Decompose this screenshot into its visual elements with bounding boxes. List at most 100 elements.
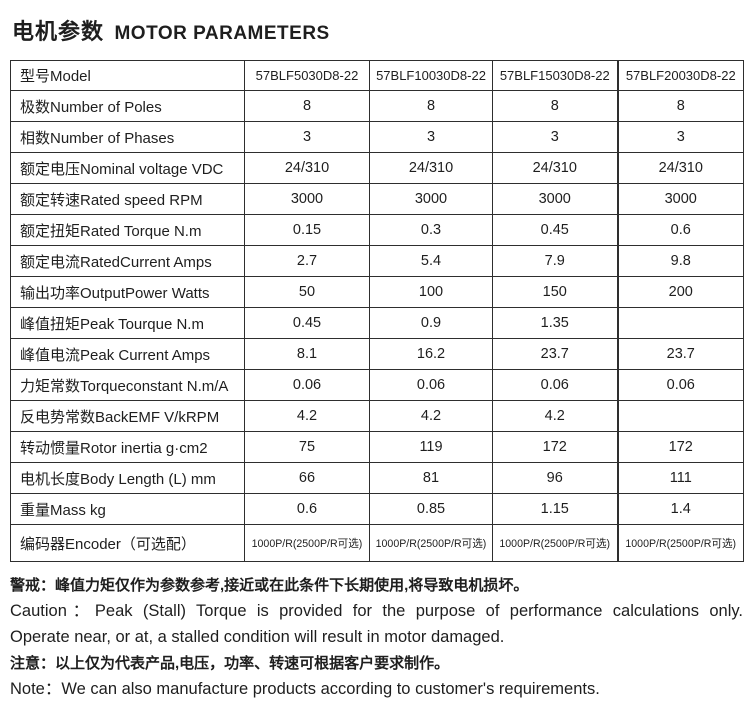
param-value: 57BLF5030D8-22 <box>244 60 370 91</box>
param-value: 1000P/R(2500P/R可选) <box>492 524 618 562</box>
param-value: 8.1 <box>244 338 370 370</box>
param-value: 8 <box>244 90 370 122</box>
param-value: 0.15 <box>244 214 370 246</box>
param-value: 200 <box>616 276 744 308</box>
param-value: 0.45 <box>492 214 618 246</box>
param-value: 3 <box>244 121 370 153</box>
param-value: 66 <box>244 462 370 494</box>
param-value: 3000 <box>369 183 493 215</box>
table-row-back-emf: 反电势常数BackEMF V/kRPM 4.2 4.2 4.2 <box>10 400 744 432</box>
param-value: 0.06 <box>369 369 493 401</box>
param-label: 电机长度Body Length (L) mm <box>10 462 245 494</box>
param-value: 111 <box>616 462 744 494</box>
param-value: 3 <box>369 121 493 153</box>
param-label: 极数Number of Poles <box>10 90 245 122</box>
param-value: 96 <box>492 462 618 494</box>
param-value: 24/310 <box>244 152 370 184</box>
param-value: 81 <box>369 462 493 494</box>
param-value: 0.3 <box>369 214 493 246</box>
table-row-body-length: 电机长度Body Length (L) mm 66 81 96 111 <box>10 462 744 494</box>
param-label: 相数Number of Phases <box>10 121 245 153</box>
param-value: 3000 <box>492 183 618 215</box>
param-value: 0.6 <box>616 214 744 246</box>
param-value: 5.4 <box>369 245 493 277</box>
note-text-english: Note：We can also manufacture products ac… <box>10 680 600 698</box>
caution-text-line1: Caution：Peak (Stall) Torque is provided … <box>10 602 743 620</box>
param-value: 1.4 <box>616 493 744 525</box>
table-row-output-power: 输出功率OutputPower Watts 50 100 150 200 <box>10 276 744 308</box>
param-value: 50 <box>244 276 370 308</box>
param-value: 3 <box>492 121 618 153</box>
param-value <box>616 307 744 339</box>
param-label: 峰值扭矩Peak Tourque N.m <box>10 307 245 339</box>
param-value: 0.85 <box>369 493 493 525</box>
table-row-rotor-inertia: 转动惯量Rotor inertia g·cm2 75 119 172 172 <box>10 431 744 463</box>
param-value <box>616 400 744 432</box>
table-row-encoder: 编码器Encoder（可选配） 1000P/R(2500P/R可选) 1000P… <box>10 524 744 562</box>
param-value: 3000 <box>616 183 744 215</box>
table-row-peak-torque: 峰值扭矩Peak Tourque N.m 0.45 0.9 1.35 <box>10 307 744 339</box>
param-label: 额定电流RatedCurrent Amps <box>10 245 245 277</box>
motor-parameters-table: 型号Model 57BLF5030D8-22 57BLF10030D8-22 5… <box>10 60 744 562</box>
table-row-rated-current: 额定电流RatedCurrent Amps 2.7 5.4 7.9 9.8 <box>10 245 744 277</box>
param-label: 反电势常数BackEMF V/kRPM <box>10 400 245 432</box>
param-value: 0.45 <box>244 307 370 339</box>
param-value: 2.7 <box>244 245 370 277</box>
param-value: 57BLF20030D8-22 <box>616 60 744 91</box>
param-value: 1.35 <box>492 307 618 339</box>
param-value: 8 <box>492 90 618 122</box>
table-row-rated-torque: 额定扭矩Rated Torque N.m 0.15 0.3 0.45 0.6 <box>10 214 744 246</box>
param-value: 172 <box>616 431 744 463</box>
param-value: 1000P/R(2500P/R可选) <box>244 524 370 562</box>
param-value: 1000P/R(2500P/R可选) <box>616 524 744 562</box>
warning-text-chinese: 警戒：峰值力矩仅作为参数参考,接近或在此条件下长期使用,将导致电机损坏。 <box>10 577 529 594</box>
param-value: 3 <box>616 121 744 153</box>
param-label: 额定电压Nominal voltage VDC <box>10 152 245 184</box>
param-value: 0.06 <box>492 369 618 401</box>
param-value: 23.7 <box>492 338 618 370</box>
param-label: 力矩常数Torqueconstant N.m/A <box>10 369 245 401</box>
param-value: 172 <box>492 431 618 463</box>
param-value: 3000 <box>244 183 370 215</box>
param-label: 编码器Encoder（可选配） <box>10 524 245 562</box>
param-label: 额定扭矩Rated Torque N.m <box>10 214 245 246</box>
param-label: 峰值电流Peak Current Amps <box>10 338 245 370</box>
datasheet-page: 电机参数 MOTOR PARAMETERS 型号Model 57BLF5030D… <box>10 14 744 699</box>
param-value: 4.2 <box>492 400 618 432</box>
param-value: 8 <box>369 90 493 122</box>
param-value: 119 <box>369 431 493 463</box>
param-value: 1.15 <box>492 493 618 525</box>
param-value: 8 <box>616 90 744 122</box>
param-value: 7.9 <box>492 245 618 277</box>
param-label: 重量Mass kg <box>10 493 245 525</box>
caution-text-line2: Operate near, or at, a stalled condition… <box>10 628 505 646</box>
param-label: 额定转速Rated speed RPM <box>10 183 245 215</box>
param-value: 75 <box>244 431 370 463</box>
param-value: 57BLF15030D8-22 <box>492 60 618 91</box>
notice-text-chinese: 注意：以上仅为代表产品,电压，功率、转速可根据客户要求制作。 <box>10 655 450 672</box>
page-title: 电机参数 MOTOR PARAMETERS <box>12 14 743 46</box>
footnotes: 警戒：峰值力矩仅作为参数参考,接近或在此条件下长期使用,将导致电机损坏。 Cau… <box>10 576 743 699</box>
param-value: 16.2 <box>369 338 493 370</box>
table-row-poles: 极数Number of Poles 8 8 8 8 <box>10 90 744 122</box>
param-value: 0.06 <box>244 369 370 401</box>
param-value: 0.6 <box>244 493 370 525</box>
table-row-torque-constant: 力矩常数Torqueconstant N.m/A 0.06 0.06 0.06 … <box>10 369 744 401</box>
param-value: 100 <box>369 276 493 308</box>
param-value: 9.8 <box>616 245 744 277</box>
table-row-model: 型号Model 57BLF5030D8-22 57BLF10030D8-22 5… <box>10 60 744 91</box>
table-row-voltage: 额定电压Nominal voltage VDC 24/310 24/310 24… <box>10 152 744 184</box>
param-value: 24/310 <box>369 152 493 184</box>
param-value: 0.9 <box>369 307 493 339</box>
param-value: 24/310 <box>492 152 618 184</box>
param-label: 转动惯量Rotor inertia g·cm2 <box>10 431 245 463</box>
param-value: 0.06 <box>616 369 744 401</box>
page-title-chinese: 电机参数 <box>12 19 105 44</box>
param-value: 57BLF10030D8-22 <box>369 60 493 91</box>
table-row-peak-current: 峰值电流Peak Current Amps 8.1 16.2 23.7 23.7 <box>10 338 744 370</box>
table-row-mass: 重量Mass kg 0.6 0.85 1.15 1.4 <box>10 493 744 525</box>
param-value: 4.2 <box>369 400 493 432</box>
table-row-speed: 额定转速Rated speed RPM 3000 3000 3000 3000 <box>10 183 744 215</box>
table-row-phases: 相数Number of Phases 3 3 3 3 <box>10 121 744 153</box>
param-value: 23.7 <box>616 338 744 370</box>
